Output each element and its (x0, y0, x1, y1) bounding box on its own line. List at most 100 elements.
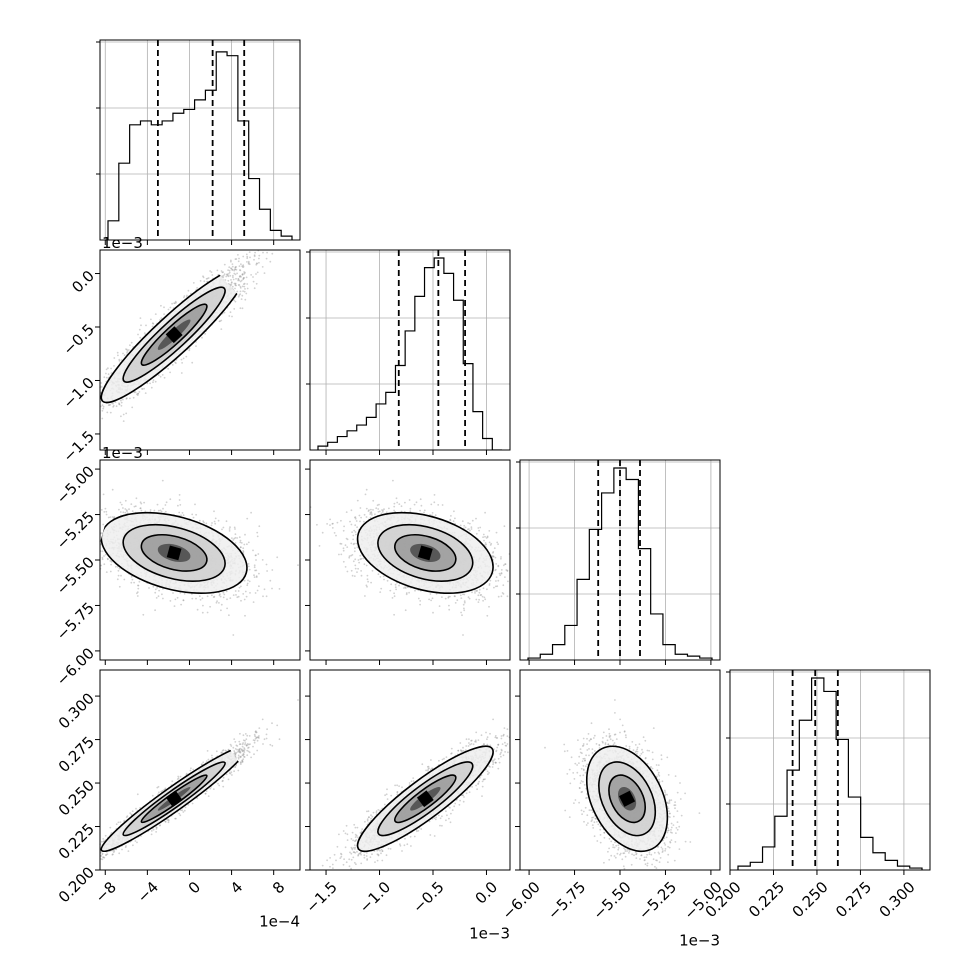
sample-point (256, 535, 259, 538)
sample-point (203, 521, 205, 524)
sample-point (125, 348, 127, 350)
sample-point (100, 386, 103, 388)
sample-point (105, 376, 108, 379)
sample-point (229, 526, 231, 529)
sample-point (174, 302, 176, 305)
sample-point (167, 367, 170, 370)
sample-point (118, 403, 121, 406)
sample-point (178, 511, 181, 514)
sample-point (246, 287, 249, 290)
histogram-1 (317, 257, 502, 450)
sample-point (122, 511, 125, 514)
sample-point (130, 581, 133, 584)
sample-point (241, 273, 244, 276)
sample-point (202, 604, 204, 607)
sample-point (201, 597, 204, 600)
sample-point (192, 516, 195, 519)
sample-point (262, 251, 264, 254)
sample-point (234, 528, 236, 530)
sample-point (164, 510, 167, 513)
sample-point (118, 360, 121, 362)
sample-point (242, 265, 245, 268)
sample-point (239, 275, 242, 277)
sample-point (149, 382, 152, 385)
sample-point (248, 580, 251, 583)
sample-point (205, 522, 208, 525)
sample-point (169, 498, 172, 501)
sample-point (159, 375, 162, 378)
sample-point (100, 564, 103, 567)
sample-point (220, 609, 222, 612)
sample-point (180, 372, 183, 374)
sample-point (100, 382, 103, 384)
sample-point (257, 553, 260, 555)
sample-point (155, 597, 158, 599)
sample-point (131, 406, 134, 409)
sample-point (234, 284, 237, 287)
sample-point (175, 301, 177, 304)
sample-point (161, 593, 163, 596)
sample-point (230, 279, 232, 281)
sample-point (117, 569, 120, 572)
sample-point (107, 516, 110, 519)
sample-point (266, 251, 268, 254)
sample-point (116, 351, 119, 354)
sample-point (104, 507, 107, 510)
sample-point (183, 296, 185, 299)
sample-point (243, 282, 246, 285)
sample-point (112, 404, 115, 407)
sample-point (131, 510, 134, 512)
sample-point (160, 304, 162, 307)
sample-point (233, 272, 236, 275)
sample-point (122, 352, 124, 355)
sample-point (238, 265, 241, 267)
sample-point (182, 357, 185, 360)
sample-point (227, 275, 230, 278)
sample-point (227, 269, 230, 271)
sample-point (228, 530, 231, 532)
sample-point (230, 282, 233, 284)
sample-point (235, 268, 238, 271)
sample-point (137, 587, 140, 590)
sample-point (229, 311, 232, 314)
sample-point (244, 590, 247, 593)
sample-point (225, 275, 228, 278)
sample-point (222, 526, 225, 529)
sample-point (228, 528, 231, 530)
sample-point (238, 536, 241, 539)
sample-point (105, 510, 108, 513)
sample-point (110, 372, 113, 374)
sample-point (138, 328, 141, 331)
sample-point (109, 411, 112, 414)
sample-point (233, 299, 236, 302)
y-tick-label: −1.5 (60, 427, 98, 465)
sample-point (202, 276, 205, 279)
sample-point (222, 596, 225, 599)
sample-point (141, 388, 144, 390)
sample-point (212, 596, 215, 598)
sample-point (237, 284, 240, 286)
sample-point (140, 502, 143, 505)
sample-point (242, 264, 245, 267)
sample-point (248, 251, 251, 254)
sample-point (216, 600, 219, 602)
sample-point (253, 574, 255, 577)
sample-point (234, 287, 236, 290)
sample-point (169, 371, 172, 374)
sample-point (231, 268, 234, 271)
sample-point (237, 279, 240, 282)
sample-point (235, 594, 237, 596)
sample-point (113, 365, 115, 367)
sample-point (239, 280, 242, 283)
sample-point (118, 508, 120, 511)
sample-point (276, 556, 279, 559)
sample-point (126, 351, 128, 354)
sample-point (271, 252, 274, 255)
sample-point (164, 504, 167, 506)
sample-point (215, 601, 218, 604)
sample-point (230, 267, 232, 270)
sample-point (278, 588, 281, 590)
sample-point (297, 564, 299, 566)
sample-point (234, 266, 237, 269)
sample-point (196, 287, 199, 289)
